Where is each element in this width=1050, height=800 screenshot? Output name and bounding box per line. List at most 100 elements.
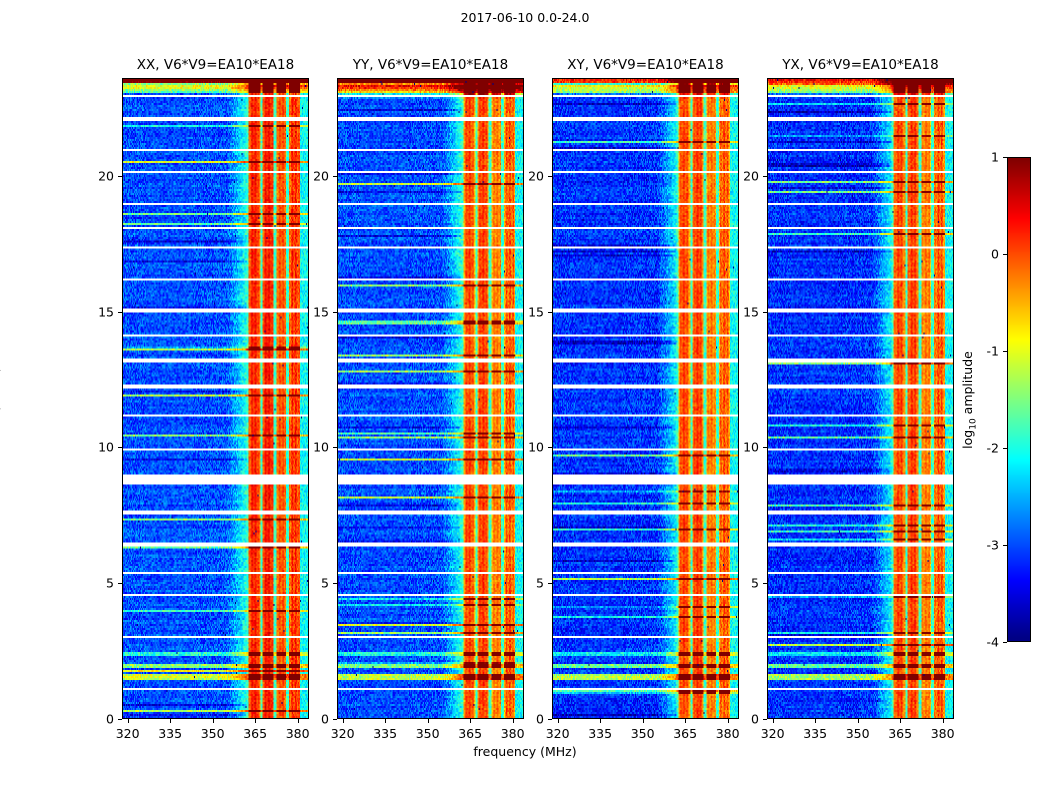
x-tick-label: 335	[803, 726, 828, 741]
x-tick-label: 320	[330, 726, 355, 741]
x-tick-label: 320	[760, 726, 785, 741]
x-tick-label: 335	[373, 726, 398, 741]
y-tickmark	[333, 311, 337, 313]
colorbar-tickmark	[1003, 448, 1007, 449]
x-tickmark	[727, 719, 729, 723]
x-tickmark	[815, 719, 817, 723]
y-tickmark	[763, 311, 767, 313]
x-tick-label: 350	[415, 726, 440, 741]
x-tick-label: 350	[200, 726, 225, 741]
x-tickmark	[772, 719, 774, 723]
x-tick-label: 380	[500, 726, 525, 741]
colorbar-tickmark	[1003, 157, 1007, 158]
x-tick-label: 365	[673, 726, 698, 741]
panel-xy: XY, V6*V9=EA10*EA18	[552, 57, 739, 719]
colorbar-tickmark	[1003, 642, 1007, 643]
colorbar-tickmark	[1003, 545, 1007, 546]
x-tickmark	[942, 719, 944, 723]
x-tickmark	[557, 719, 559, 723]
y-tickmark	[548, 175, 552, 177]
y-tickmark	[548, 447, 552, 449]
x-tickmark	[470, 719, 472, 723]
x-tickmark	[600, 719, 602, 723]
y-tickmark	[763, 175, 767, 177]
waterfall-image-yx	[767, 78, 954, 719]
x-tickmark	[685, 719, 687, 723]
x-tickmark	[857, 719, 859, 723]
y-tickmark	[333, 719, 337, 720]
colorbar-tick-label: 1	[991, 149, 999, 165]
x-tick-label: 350	[845, 726, 870, 741]
y-tick-label: 0	[751, 711, 759, 727]
x-tickmark	[427, 719, 429, 723]
x-tick-label: 380	[930, 726, 955, 741]
y-tick-label: 0	[106, 711, 114, 727]
y-tick-label: 0	[536, 711, 544, 727]
x-tickmark	[297, 719, 299, 723]
y-tick-label: 15	[528, 304, 544, 320]
colorbar-tickmark	[1003, 254, 1007, 255]
x-tickmark	[127, 719, 129, 723]
panel-title-xy: XY, V6*V9=EA10*EA18	[567, 57, 724, 73]
x-tickmark	[342, 719, 344, 723]
y-tick-label: 5	[321, 575, 329, 591]
y-tickmark	[763, 447, 767, 449]
y-tick-label: 10	[313, 439, 329, 455]
x-tickmark	[642, 719, 644, 723]
y-tick-label: 20	[313, 168, 329, 184]
x-tick-label: 350	[630, 726, 655, 741]
y-tick-label: 5	[106, 575, 114, 591]
y-tickmark	[118, 311, 122, 313]
y-tick-label: 15	[313, 304, 329, 320]
x-tickmark	[900, 719, 902, 723]
panel-xx: XX, V6*V9=EA10*EA18	[122, 57, 309, 719]
y-tick-label: 20	[743, 168, 759, 184]
colorbar-label: log10 amplitude	[959, 350, 979, 449]
colorbar-tick-label: -3	[986, 537, 999, 553]
x-tick-label: 320	[115, 726, 140, 741]
y-tick-label: 5	[751, 575, 759, 591]
y-tick-label: 5	[536, 575, 544, 591]
y-tickmark	[548, 583, 552, 585]
colorbar-tick-label: -2	[986, 440, 999, 456]
y-tickmark	[333, 583, 337, 585]
y-tick-label: 0	[321, 711, 329, 727]
x-tick-label: 380	[285, 726, 310, 741]
x-tick-label: 365	[458, 726, 483, 741]
waterfall-image-xx	[122, 78, 309, 719]
colorbar-tick-label: -1	[986, 343, 999, 359]
panel-title-yx: YX, V6*V9=EA10*EA18	[782, 57, 939, 73]
x-tick-label: 335	[588, 726, 613, 741]
panel-yx: YX, V6*V9=EA10*EA18	[767, 57, 954, 719]
x-tick-label: 365	[243, 726, 268, 741]
y-tick-label: 10	[528, 439, 544, 455]
panel-title-yy: YY, V6*V9=EA10*EA18	[352, 57, 509, 73]
y-tickmark	[548, 719, 552, 720]
colorbar-tick-label: -4	[986, 634, 999, 650]
x-tickmark	[385, 719, 387, 723]
y-tick-label: 20	[98, 168, 114, 184]
x-tick-label: 365	[888, 726, 913, 741]
x-tick-label: 320	[545, 726, 570, 741]
y-tickmark	[333, 447, 337, 449]
waterfall-image-xy	[552, 78, 739, 719]
y-tickmark	[763, 719, 767, 720]
x-tickmark	[170, 719, 172, 723]
x-tickmark	[212, 719, 214, 723]
y-tickmark	[118, 175, 122, 177]
y-tickmark	[763, 583, 767, 585]
panel-yy: YY, V6*V9=EA10*EA18	[337, 57, 524, 719]
colorbar	[1007, 157, 1031, 642]
y-tickmark	[118, 447, 122, 449]
y-tickmark	[548, 311, 552, 313]
y-tickmark	[118, 583, 122, 585]
figure-suptitle: 2017-06-10 0.0-24.0	[460, 10, 590, 25]
y-tick-label: 10	[98, 439, 114, 455]
y-tick-label: 15	[98, 304, 114, 320]
y-tickmark	[118, 719, 122, 720]
x-axis-label: frequency (MHz)	[473, 744, 577, 759]
x-tick-label: 380	[715, 726, 740, 741]
y-tick-label: 15	[743, 304, 759, 320]
waterfall-image-yy	[337, 78, 524, 719]
panel-title-xx: XX, V6*V9=EA10*EA18	[136, 57, 295, 73]
